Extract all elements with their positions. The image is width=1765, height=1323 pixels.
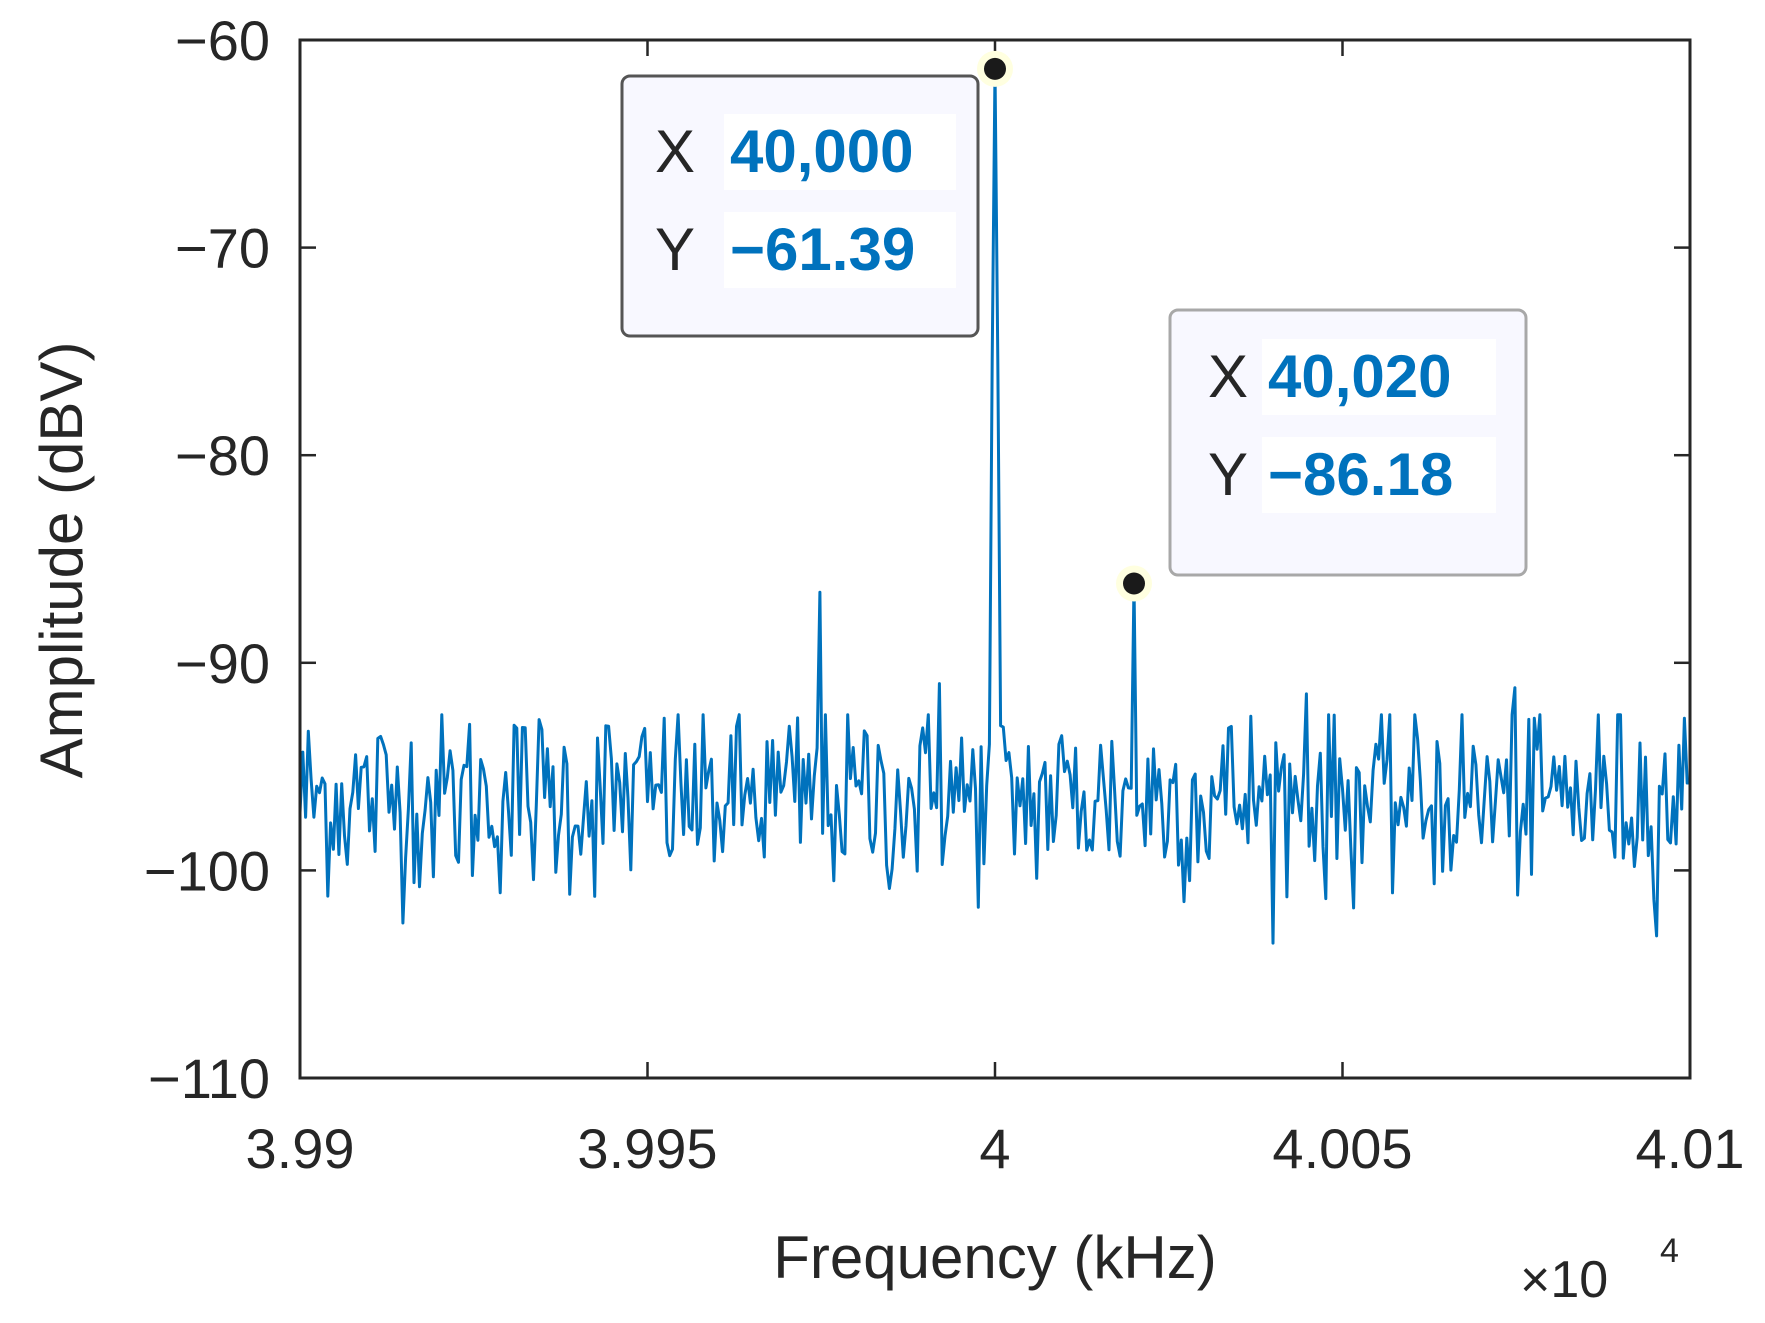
datatip-y-key: Y xyxy=(1208,441,1248,508)
datatip-x-value: 40,020 xyxy=(1268,343,1452,410)
x-tick-label: 4.005 xyxy=(1272,1117,1412,1180)
datatip-2: X 40,020 Y −86.18 xyxy=(1116,308,1528,602)
datatip-marker xyxy=(1123,572,1145,595)
y-axis-title: Amplitude (dBV) xyxy=(28,342,95,779)
datatip-y-value: −86.18 xyxy=(1268,441,1453,508)
datatips: X 40,000 Y −61.39 X 40,020 Y −86.18 xyxy=(620,50,1528,602)
datatip-y-key: Y xyxy=(655,216,695,283)
y-tick-label: −110 xyxy=(148,1047,270,1110)
x-axis-title: Frequency (kHz) xyxy=(773,1224,1216,1291)
datatip-marker xyxy=(984,57,1006,80)
y-tick-label: −60 xyxy=(175,9,270,72)
datatip-x-key: X xyxy=(655,118,695,185)
x-tick-label: 4.01 xyxy=(1636,1117,1745,1180)
datatip-1: X 40,000 Y −61.39 xyxy=(620,50,1013,338)
y-tick-label: −70 xyxy=(175,217,270,280)
datatip-y-value-bg xyxy=(724,212,956,288)
datatip-x-value-bg xyxy=(1262,339,1496,415)
x-tick-label: 3.995 xyxy=(577,1117,717,1180)
y-tick-label: −100 xyxy=(144,839,270,902)
x-axis-multiplier-exponent: 4 xyxy=(1660,1232,1679,1270)
axes xyxy=(298,38,1692,1080)
x-axis-multiplier-base: ×10 xyxy=(1520,1251,1608,1309)
y-tick-label: −80 xyxy=(175,424,270,487)
datatip-x-value-bg xyxy=(724,114,956,190)
datatip-x-key: X xyxy=(1208,343,1248,410)
x-tick-label: 3.99 xyxy=(246,1117,355,1180)
y-tick-label: −90 xyxy=(175,632,270,695)
x-axis-multiplier: ×10 4 xyxy=(1520,1232,1679,1309)
tick-labels: 3.99 3.995 4 4.005 4.01 −60 −70 −80 −90 −100 −110 xyxy=(144,9,1745,1180)
datatip-y-value: −61.39 xyxy=(730,216,915,283)
x-tick-label: 4 xyxy=(979,1117,1010,1180)
datatip-x-value: 40,000 xyxy=(730,118,914,185)
datatip-y-value-bg xyxy=(1262,437,1496,513)
